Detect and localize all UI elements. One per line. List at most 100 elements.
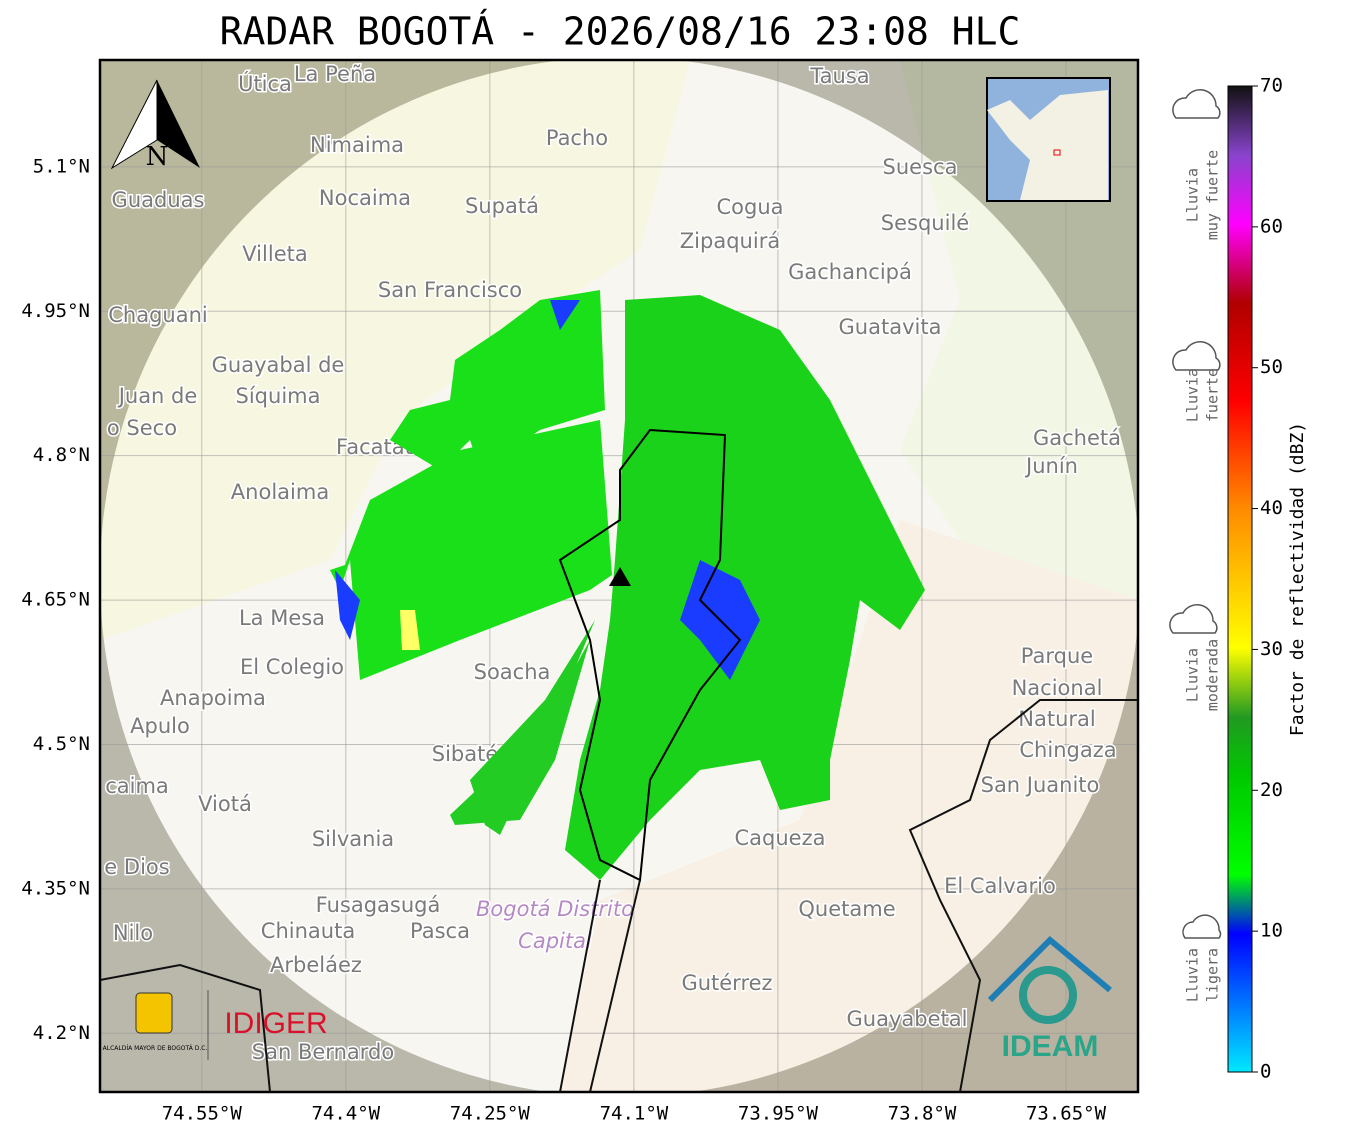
place-label: Útica — [238, 71, 292, 96]
lon-tick-label: 74.1°W — [600, 1103, 669, 1125]
place-label: El Colegio — [240, 655, 344, 679]
place-label: Chinauta — [261, 919, 355, 943]
place-label: Guatavita — [839, 315, 942, 339]
lon-tick-label: 74.55°W — [162, 1103, 243, 1125]
place-label: Nilo — [113, 921, 153, 945]
map-frame — [98, 58, 1140, 1094]
lon-tick-label: 74.25°W — [450, 1103, 531, 1125]
colorbar-tick-label: 40 — [1260, 497, 1283, 519]
place-label: Viotá — [198, 792, 252, 816]
place-label: Pacho — [546, 126, 608, 150]
place-label: La Peña — [294, 62, 376, 86]
place-label: Soacha — [474, 660, 551, 684]
place-label: Junín — [1024, 454, 1078, 478]
place-label: Arbeláez — [270, 953, 362, 977]
alcaldia-text: ALCALDÍA MAYOR DE BOGOTÁ D.C. — [103, 1045, 208, 1052]
lat-tick-label: 4.5°N — [33, 733, 90, 755]
lat-tick-label: 4.8°N — [33, 444, 90, 466]
place-label: San Juanito — [981, 773, 1100, 797]
rain-category: moderada — [1204, 639, 1222, 711]
place-label: Nacional — [1012, 676, 1103, 700]
echo — [335, 300, 760, 680]
rain-category: Lluvia — [1184, 948, 1202, 1002]
place-label: Zipaquirá — [680, 229, 780, 253]
rain-icons — [1169, 89, 1222, 939]
lat-tick-label: 4.95°N — [21, 300, 90, 322]
rain-category: ligera — [1204, 948, 1222, 1002]
place-label: Guaduas — [112, 188, 205, 212]
rain-category: Lluvia — [1184, 168, 1202, 222]
map: Útica La Peña Tausa Pacho Nimaima Guaduas Noca… — [100, 60, 1138, 1092]
place-label: Villeta — [242, 242, 307, 266]
place-label: Parque — [1021, 644, 1093, 668]
place-label: Fusagasugá — [316, 893, 441, 917]
place-label: Nocaima — [319, 186, 411, 210]
place-label: Anolaima — [231, 480, 329, 504]
colorbar-tick-label: 60 — [1260, 215, 1283, 237]
place-label: Pasca — [410, 919, 470, 943]
echo — [330, 290, 612, 680]
place-label: Cogua — [716, 195, 783, 219]
place-label: Sesquilé — [881, 211, 969, 235]
place-label: Chingaza — [1019, 738, 1116, 762]
lat-tick-label: 4.2°N — [33, 1022, 90, 1044]
place-label: Gutérrez — [681, 971, 772, 995]
lon-tick-label: 73.95°W — [738, 1103, 819, 1125]
place-label: Anapoima — [160, 686, 266, 710]
ideam-logo: IDEAM — [1002, 1030, 1099, 1063]
colorbar-label: Factor de reflectividad (dBZ) — [1287, 422, 1308, 736]
place-label: Gachancipá — [788, 260, 912, 284]
place-label: Caqueza — [735, 826, 826, 850]
colorbar-tick-label: 70 — [1260, 75, 1283, 97]
lat-tick-label: 5.1°N — [33, 155, 90, 177]
place-label: Gachetá — [1033, 426, 1121, 450]
idiger-logo: IDIGER — [224, 1007, 327, 1040]
place-label: Suesca — [883, 155, 958, 179]
place-label: o Seco — [107, 416, 177, 440]
place-label: caima — [105, 774, 169, 798]
rain-category: fuerte — [1204, 368, 1222, 422]
ideam-roof — [987, 935, 1112, 1003]
rain-category: muy fuerte — [1204, 150, 1222, 240]
place-label: Apulo — [130, 714, 190, 738]
place-label: Síquima — [236, 384, 321, 408]
rain-category: Lluvia — [1184, 368, 1202, 422]
place-label: Nimaima — [310, 133, 404, 157]
place-label: La Mesa — [239, 606, 325, 630]
place-label: Tausa — [809, 64, 869, 88]
place-label: San Francisco — [378, 278, 522, 302]
place-label: San Bernardo — [252, 1040, 394, 1064]
place-label: Capital — [518, 929, 592, 953]
lon-tick-label: 73.8°W — [888, 1103, 957, 1125]
place-label: e Dios — [104, 855, 169, 879]
place-label: Guayabetal — [847, 1007, 968, 1031]
colorbar-tick-label: 50 — [1260, 356, 1283, 378]
echo — [400, 610, 420, 650]
rain-category: Lluvia — [1184, 648, 1202, 702]
lon-tick-label: 74.4°W — [311, 1103, 380, 1125]
place-label: Supatá — [465, 194, 539, 218]
lon-tick-label: 73.65°W — [1026, 1103, 1107, 1125]
place-label: Silvania — [312, 827, 394, 851]
place-label: Natural — [1018, 707, 1095, 731]
colorbar-tick-label: 20 — [1260, 779, 1283, 801]
colorbar-tick-label: 30 — [1260, 638, 1283, 660]
title: RADAR BOGOTÁ - 2026/08/16 23:08 HLC — [220, 10, 1021, 54]
lat-tick-label: 4.35°N — [21, 877, 90, 899]
echo — [450, 620, 595, 835]
colorbar-tick-label: 10 — [1260, 920, 1283, 942]
lat-tick-label: 4.65°N — [21, 589, 90, 611]
north-label: N — [146, 142, 169, 172]
place-label: El Calvario — [944, 874, 1056, 898]
place-label: Bogotá Distrito — [476, 897, 634, 921]
place-label: Quetame — [798, 897, 895, 921]
echo — [565, 295, 925, 880]
place-label: Guayabal de — [212, 353, 345, 377]
alcaldia-logo — [135, 990, 209, 1060]
inset-map — [986, 77, 1111, 202]
north-arrow — [110, 79, 200, 170]
colorbar — [1227, 85, 1253, 1073]
colorbar-tick-label: 0 — [1260, 1061, 1271, 1083]
place-label: Chaguani — [108, 303, 208, 327]
